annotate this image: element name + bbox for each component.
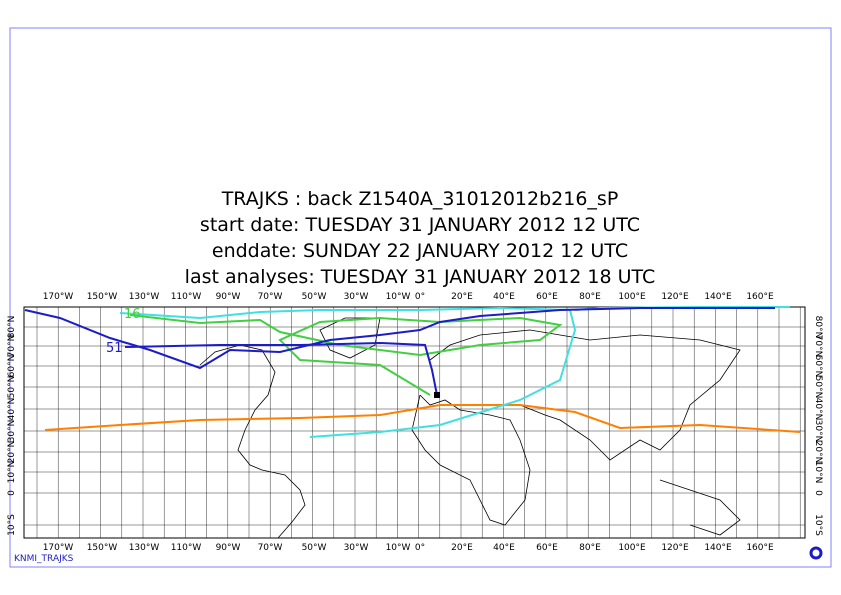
lon-label: 0°: [415, 292, 425, 302]
lat-label: 20°N: [7, 441, 17, 464]
lon-label: 70°W: [258, 543, 283, 553]
lon-label: 50°W: [302, 292, 327, 302]
coast: [199, 344, 276, 471]
lat-label: 0: [813, 490, 823, 496]
lon-label: 10°W: [386, 292, 411, 302]
titles: TRAJKS : back Z1540A_31012012b216_sPstar…: [185, 188, 656, 288]
lon-label: 60°E: [536, 292, 558, 302]
lat-label: 0: [7, 490, 17, 496]
lon-label: 60°E: [536, 543, 558, 553]
lon-label: 0°: [415, 543, 425, 553]
lon-label: 170°W: [43, 292, 74, 302]
lon-label: 50°W: [302, 543, 327, 553]
logo-ring: [809, 546, 823, 560]
lat-label: 30°N: [7, 420, 17, 443]
trajectory-label: 51: [106, 341, 123, 356]
lon-label: 100°E: [618, 292, 646, 302]
source-label: KNMI_TRAJKS: [14, 554, 74, 564]
lon-label: 90°W: [216, 292, 241, 302]
lon-label: 40°E: [493, 292, 515, 302]
lon-label: 30°W: [344, 543, 369, 553]
lon-label: 140°E: [704, 292, 732, 302]
logo: [809, 546, 823, 560]
map-border: [23, 306, 806, 539]
lat-label: 40°N: [813, 398, 823, 421]
lon-label: 170°W: [43, 543, 74, 553]
lat-label: 30°N: [813, 420, 823, 443]
trajectory: [124, 341, 438, 396]
lat-label: 70°N: [7, 335, 17, 358]
title-line: start date: TUESDAY 31 JANUARY 2012 12 U…: [200, 214, 640, 236]
coast: [319, 317, 381, 359]
lon-label: 30°W: [344, 292, 369, 302]
lat-label: 40°N: [7, 398, 17, 421]
title-line: TRAJKS : back Z1540A_31012012b216_sP: [221, 188, 619, 210]
lat-label: 60°N: [813, 355, 823, 378]
lon-label: 120°E: [661, 292, 689, 302]
coast: [429, 329, 741, 461]
lon-label: 90°W: [216, 543, 241, 553]
lon-label: 80°E: [579, 292, 601, 302]
lat-label: 80°N: [813, 316, 823, 339]
lon-label: 20°E: [451, 543, 473, 553]
lat-label: 50°N: [813, 376, 823, 399]
lat-label: 10°S: [7, 514, 17, 536]
lat-label: 10°N: [7, 461, 17, 484]
trajectory: [44, 404, 801, 433]
lon-label: 130°W: [129, 543, 160, 553]
lon-label: 130°W: [129, 292, 160, 302]
frame: [9, 27, 832, 568]
coast: [659, 479, 741, 536]
lat-label: 10°S: [813, 514, 823, 536]
coast: [261, 469, 306, 539]
lat-label: 60°N: [7, 355, 17, 378]
lon-label: 120°E: [661, 543, 689, 553]
lon-label: 40°E: [493, 543, 515, 553]
lat-label: 50°N: [7, 376, 17, 399]
trajectory: [24, 307, 775, 370]
lat-label: 70°N: [813, 335, 823, 358]
title-line: last analyses: TUESDAY 31 JANUARY 2012 1…: [185, 266, 656, 288]
title-line: enddate: SUNDAY 22 JANUARY 2012 12 UTC: [212, 240, 628, 262]
lat-label: 80°N: [7, 316, 17, 339]
lon-label: 160°E: [746, 292, 774, 302]
lon-label: 100°E: [618, 543, 646, 553]
lon-label: 150°W: [87, 543, 118, 553]
lon-label: 150°W: [87, 292, 118, 302]
lon-label: 20°E: [451, 292, 473, 302]
lon-label: 80°E: [579, 543, 601, 553]
lat-label: 20°N: [813, 441, 823, 464]
end-point: [434, 392, 440, 398]
lon-label: 140°E: [704, 543, 732, 553]
lon-label: 110°W: [171, 543, 202, 553]
lon-label: 110°W: [171, 292, 202, 302]
lon-label: 10°W: [386, 543, 411, 553]
lon-label: 70°W: [258, 292, 283, 302]
trajectories: [24, 306, 801, 438]
lat-label: 10°N: [813, 461, 823, 484]
lon-label: 160°E: [746, 543, 774, 553]
trajectory: [119, 306, 577, 438]
trajectory-label: 16: [124, 307, 141, 322]
trajectory: [129, 314, 563, 396]
